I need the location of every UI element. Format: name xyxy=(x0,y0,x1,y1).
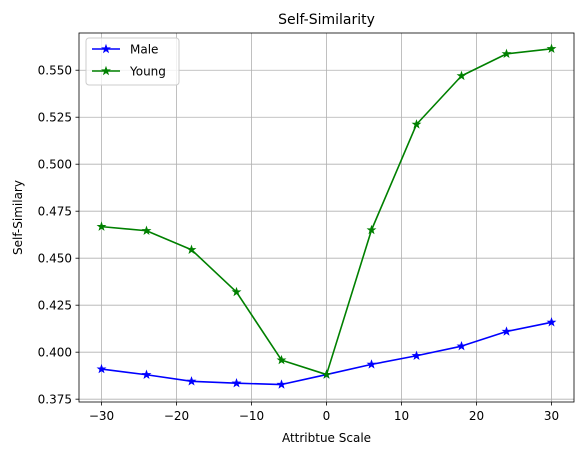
data-point xyxy=(231,286,242,297)
y-tick-label: 0.500 xyxy=(38,158,72,172)
x-tick-label: −30 xyxy=(89,409,114,423)
data-point xyxy=(186,244,197,254)
series-young xyxy=(96,43,557,379)
legend-marker xyxy=(101,65,111,76)
data-point xyxy=(501,326,512,336)
y-tick-label: 0.450 xyxy=(38,251,72,265)
data-point xyxy=(366,359,377,369)
y-tick-label: 0.525 xyxy=(38,111,72,125)
data-point xyxy=(141,225,152,235)
y-tick-label: 0.475 xyxy=(38,205,72,219)
data-point xyxy=(411,119,422,129)
x-tick-label: 30 xyxy=(544,409,559,423)
x-tick-label: −10 xyxy=(239,409,264,423)
data-point xyxy=(276,379,287,389)
x-tick-label: 0 xyxy=(323,409,331,423)
data-point xyxy=(366,224,377,235)
y-axis-title: Self-Similary xyxy=(11,180,25,255)
x-axis-title: Attribtue Scale xyxy=(282,431,371,445)
data-point xyxy=(186,376,197,386)
legend-item-young: Young xyxy=(92,64,166,78)
data-point xyxy=(96,363,107,374)
x-tick-label: 20 xyxy=(469,409,484,423)
y-tick-label: 0.550 xyxy=(38,64,72,78)
x-axis: −30 −20 −10 0 10 20 30 xyxy=(89,402,559,423)
x-tick-label: 10 xyxy=(394,409,409,423)
data-point xyxy=(96,221,107,231)
data-point xyxy=(411,350,422,360)
legend-label: Young xyxy=(129,64,166,78)
y-axis: 0.375 0.400 0.425 0.450 0.475 0.500 0.525 0.550 xyxy=(38,64,79,406)
legend-marker xyxy=(101,43,111,54)
data-point xyxy=(456,70,467,81)
y-tick-label: 0.425 xyxy=(38,298,72,312)
x-tick-label: −20 xyxy=(164,409,189,423)
chart-title: Self-Similarity xyxy=(278,12,375,28)
data-point xyxy=(321,369,332,379)
plot-series xyxy=(96,43,557,389)
legend-item-male: Male xyxy=(92,42,158,56)
data-point xyxy=(546,43,557,53)
y-tick-label: 0.375 xyxy=(38,392,72,406)
data-point xyxy=(276,354,287,365)
grid xyxy=(79,33,574,402)
y-tick-label: 0.400 xyxy=(38,345,72,359)
legend: Male Young xyxy=(85,37,180,86)
legend-label: Male xyxy=(130,42,158,56)
data-point xyxy=(231,378,242,388)
data-point xyxy=(501,48,512,59)
data-point xyxy=(141,369,152,379)
data-point xyxy=(456,340,467,351)
data-point xyxy=(546,317,557,327)
